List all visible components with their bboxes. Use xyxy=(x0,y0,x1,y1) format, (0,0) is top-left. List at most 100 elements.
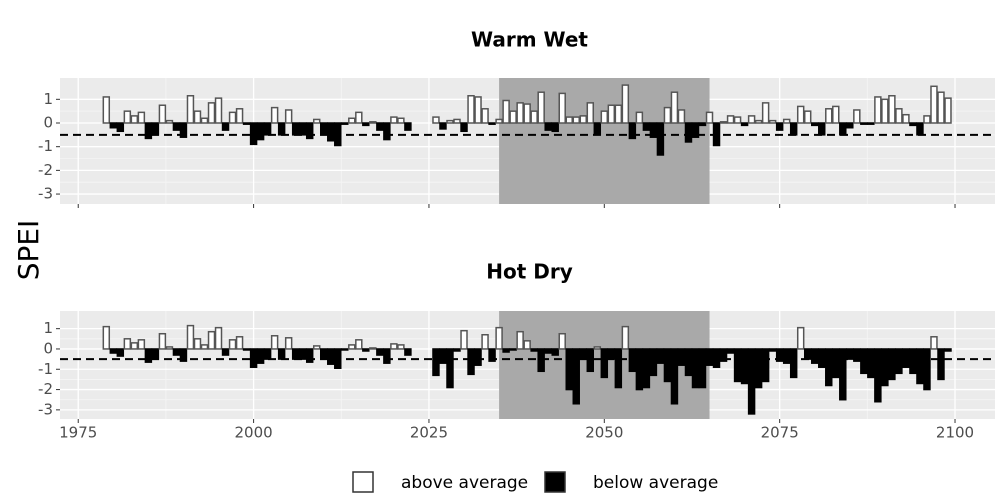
bar xyxy=(109,122,118,129)
bar xyxy=(649,122,658,138)
bar xyxy=(768,348,777,352)
bar xyxy=(544,348,552,354)
bar xyxy=(916,348,924,385)
bar xyxy=(796,326,805,350)
bar xyxy=(803,348,812,360)
bar xyxy=(130,115,139,124)
bar xyxy=(228,339,237,350)
bar xyxy=(789,122,798,136)
bar xyxy=(684,348,693,377)
y-tick-label: -3 xyxy=(38,185,53,203)
bar xyxy=(614,104,623,124)
bar xyxy=(818,348,826,368)
bar xyxy=(656,122,665,156)
bar xyxy=(853,348,861,362)
bar xyxy=(179,348,188,362)
bar xyxy=(551,348,559,356)
bar xyxy=(341,122,349,125)
bar xyxy=(775,348,784,362)
bar xyxy=(642,122,651,131)
bar xyxy=(775,122,784,131)
bar xyxy=(586,348,595,373)
bar xyxy=(789,348,798,379)
bar xyxy=(263,348,272,360)
bar xyxy=(677,109,686,124)
bar xyxy=(298,348,307,360)
legend-label: below average xyxy=(593,473,718,493)
bar xyxy=(944,348,952,352)
bar xyxy=(726,348,735,354)
bar xyxy=(944,97,952,124)
bar xyxy=(151,122,160,136)
bar xyxy=(719,121,728,124)
legend-label: above average xyxy=(401,473,528,493)
bar xyxy=(628,122,637,140)
bar xyxy=(551,122,559,133)
bar xyxy=(502,99,510,124)
bar xyxy=(439,122,447,130)
bar xyxy=(116,122,125,133)
bar xyxy=(404,348,412,356)
bar xyxy=(256,122,265,141)
bar xyxy=(754,348,763,389)
bar xyxy=(369,347,377,350)
bar xyxy=(179,122,188,138)
bar xyxy=(383,122,391,141)
bar xyxy=(593,346,602,350)
bar xyxy=(137,111,146,124)
bar xyxy=(102,96,111,124)
bar xyxy=(530,348,538,352)
bar xyxy=(312,345,321,350)
bar xyxy=(369,121,377,124)
bar xyxy=(397,344,405,350)
bar xyxy=(214,97,223,124)
bar xyxy=(888,95,896,124)
bar xyxy=(298,122,307,136)
bar xyxy=(818,122,826,136)
bar xyxy=(909,122,917,127)
bar xyxy=(284,109,293,124)
bar xyxy=(221,122,230,131)
bar xyxy=(341,348,349,351)
bar xyxy=(586,102,595,124)
bar xyxy=(811,348,819,364)
bar xyxy=(362,348,370,352)
bar xyxy=(839,348,847,401)
bar xyxy=(165,346,174,350)
bar xyxy=(488,122,496,125)
bar xyxy=(684,122,693,143)
bar xyxy=(846,122,854,129)
bar xyxy=(116,348,125,357)
bar xyxy=(895,348,903,375)
y-tick-label: -3 xyxy=(38,400,53,418)
bar xyxy=(320,348,328,360)
bar xyxy=(291,348,300,360)
bar xyxy=(825,108,833,124)
bar xyxy=(607,104,616,124)
bar xyxy=(916,122,924,136)
bar xyxy=(362,122,370,127)
bar xyxy=(432,348,440,377)
bar xyxy=(327,122,335,142)
bar xyxy=(825,348,833,387)
bar xyxy=(284,337,293,350)
bar xyxy=(579,115,587,124)
bar xyxy=(909,348,917,375)
bar xyxy=(747,115,756,124)
bar xyxy=(256,348,265,364)
bar xyxy=(923,115,931,124)
bar xyxy=(221,348,230,356)
bar xyxy=(270,335,279,350)
bar xyxy=(663,106,672,124)
bar xyxy=(432,116,440,124)
bar xyxy=(200,117,209,124)
bar xyxy=(705,348,714,366)
bar xyxy=(902,113,910,124)
y-tick-label: 0 xyxy=(43,114,53,132)
bar xyxy=(803,110,812,124)
bar xyxy=(881,98,889,124)
bar xyxy=(923,348,931,391)
bar xyxy=(565,116,573,124)
bar xyxy=(460,329,468,350)
bar xyxy=(130,342,139,350)
